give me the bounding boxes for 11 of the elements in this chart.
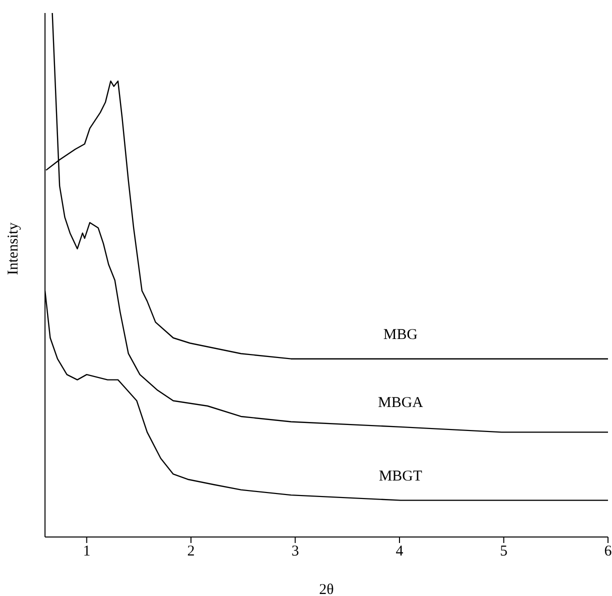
- x-tick-label: 6: [604, 544, 612, 560]
- y-axis-title: Intensity: [5, 222, 22, 275]
- x-axis-title: 2θ: [319, 582, 334, 596]
- x-tick-label: 5: [500, 544, 508, 560]
- series-label: MBGT: [378, 468, 422, 484]
- x-tick-label: 1: [82, 544, 90, 560]
- x-tick-label: 2: [187, 544, 195, 560]
- x-tick-label: 4: [396, 544, 404, 560]
- x-tick-label: 3: [291, 544, 299, 560]
- series-label: MBG: [383, 326, 418, 343]
- series-label: MBGA: [378, 394, 424, 411]
